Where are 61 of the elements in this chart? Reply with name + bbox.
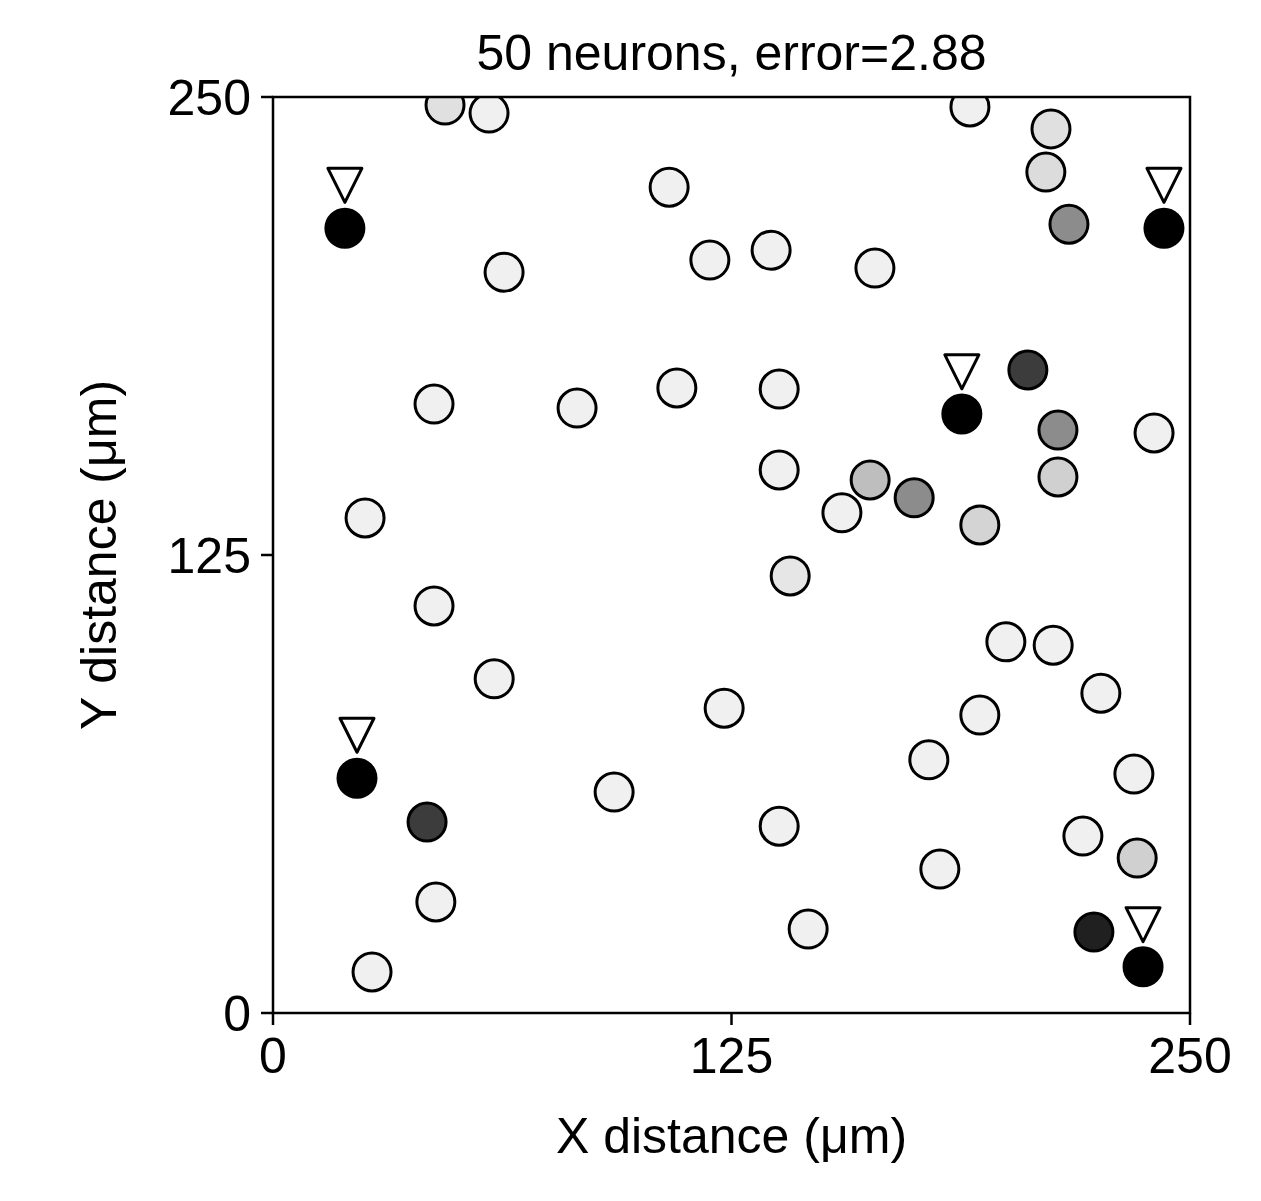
point bbox=[1122, 946, 1164, 988]
point bbox=[703, 687, 745, 729]
point bbox=[415, 881, 457, 923]
point bbox=[326, 166, 364, 204]
point bbox=[1062, 815, 1104, 857]
x-tick-label: 250 bbox=[1148, 1028, 1232, 1084]
point bbox=[908, 739, 950, 781]
point bbox=[849, 459, 891, 501]
point bbox=[689, 239, 731, 281]
point bbox=[1025, 151, 1067, 193]
y-tick-label: 250 bbox=[167, 69, 251, 126]
point bbox=[1113, 753, 1155, 795]
point bbox=[769, 555, 811, 597]
point bbox=[854, 247, 896, 289]
point bbox=[1048, 203, 1090, 245]
point bbox=[473, 658, 515, 700]
point bbox=[1032, 624, 1074, 666]
point bbox=[338, 716, 376, 754]
point bbox=[758, 449, 800, 491]
point bbox=[336, 757, 378, 799]
y-tick-label: 125 bbox=[167, 527, 251, 584]
point bbox=[893, 477, 935, 519]
point bbox=[1133, 412, 1175, 454]
point bbox=[919, 848, 961, 890]
point bbox=[351, 951, 393, 993]
point bbox=[1037, 456, 1079, 498]
point bbox=[1007, 349, 1049, 391]
point bbox=[1073, 911, 1115, 953]
point bbox=[344, 497, 386, 539]
point bbox=[750, 229, 792, 271]
point bbox=[656, 367, 698, 409]
point bbox=[1080, 672, 1122, 714]
point bbox=[821, 492, 863, 534]
point bbox=[758, 368, 800, 410]
point bbox=[406, 801, 448, 843]
x-axis-title: X distance (μm) bbox=[555, 1108, 908, 1164]
point bbox=[1143, 207, 1185, 249]
point bbox=[593, 771, 635, 813]
y-tick-label: 0 bbox=[223, 985, 251, 1042]
chart-title: 50 neurons, error=2.88 bbox=[476, 25, 987, 81]
point bbox=[1037, 409, 1079, 451]
point bbox=[943, 353, 981, 391]
point bbox=[1145, 166, 1183, 204]
point bbox=[324, 207, 366, 249]
x-tick-label: 0 bbox=[259, 1028, 287, 1084]
point bbox=[787, 908, 829, 950]
point bbox=[1030, 108, 1072, 150]
point bbox=[985, 621, 1027, 663]
point bbox=[648, 166, 690, 208]
point bbox=[556, 387, 598, 429]
point bbox=[1116, 837, 1158, 879]
point bbox=[1124, 906, 1162, 944]
point bbox=[758, 805, 800, 847]
point bbox=[413, 383, 455, 425]
point bbox=[959, 504, 1001, 546]
point bbox=[413, 585, 455, 627]
point bbox=[959, 694, 1001, 736]
point bbox=[941, 393, 983, 435]
y-axis-title: Y distance (μm) bbox=[70, 379, 127, 731]
x-tick-label: 125 bbox=[689, 1028, 774, 1084]
point bbox=[483, 251, 525, 293]
